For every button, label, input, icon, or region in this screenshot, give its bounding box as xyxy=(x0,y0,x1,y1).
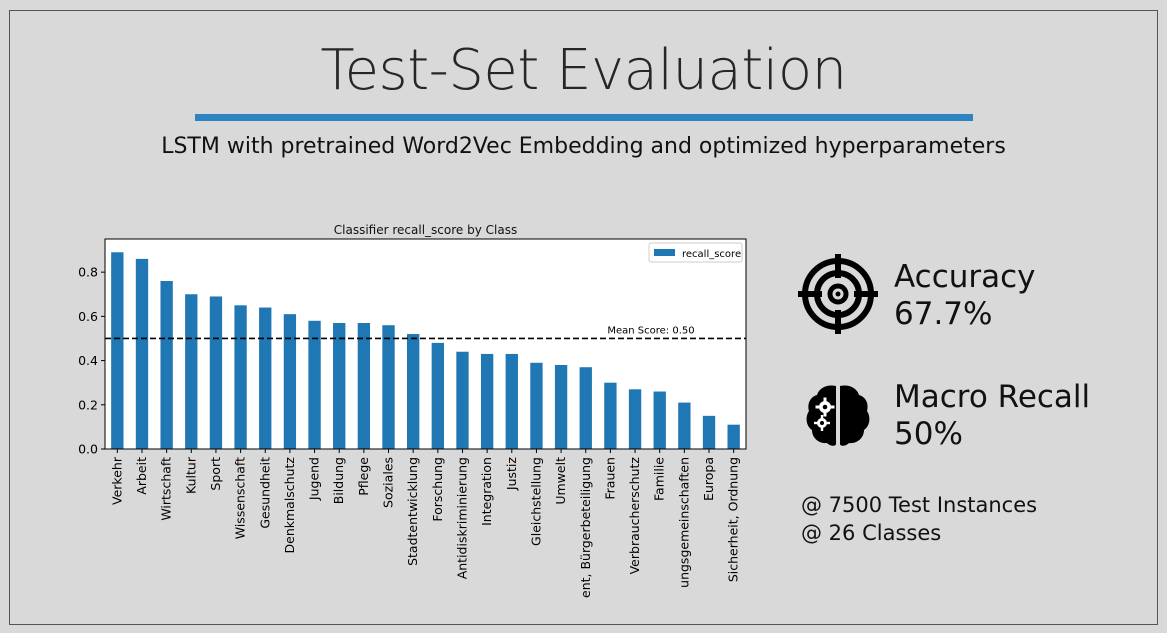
x-tick-labels: Verkehr Arbeit Wirtschaft Kultur Sport Wissen… xyxy=(109,456,740,598)
x-tick-label: Verkehr xyxy=(109,456,124,505)
bar xyxy=(185,294,198,449)
legend-swatch xyxy=(654,249,675,256)
bar xyxy=(135,258,149,449)
bar xyxy=(530,362,543,449)
y-tick-label: 0.4 xyxy=(78,353,98,368)
bar xyxy=(554,365,568,449)
x-tick-label: Jugend xyxy=(307,457,322,501)
bar xyxy=(505,353,518,449)
bar xyxy=(604,382,617,449)
x-tick-label: Frauen xyxy=(602,457,617,500)
x-tick-label: Europa xyxy=(701,457,716,501)
bar xyxy=(382,325,395,449)
y-tick-label: 0.0 xyxy=(78,442,98,457)
bar xyxy=(259,307,272,449)
accuracy-metric: Accuracy 67.7% xyxy=(894,259,1036,333)
bar xyxy=(579,367,592,449)
bar xyxy=(333,323,346,449)
x-tick-label: Arbeit xyxy=(134,457,149,495)
y-tick-label: 0.8 xyxy=(78,265,98,280)
y-tick-label: 0.6 xyxy=(78,309,98,324)
x-tick-label: Justiz xyxy=(504,457,519,491)
x-tick-label: Umwelt xyxy=(553,457,568,505)
chart-title: Classifier recall_score by Class xyxy=(333,223,518,237)
bar xyxy=(209,296,223,449)
bar xyxy=(283,314,297,449)
bar xyxy=(727,424,740,449)
bar xyxy=(111,252,124,449)
x-tick-label: Gleichstellung xyxy=(528,457,543,546)
bar xyxy=(702,415,716,449)
plot-frame xyxy=(104,238,747,450)
bar xyxy=(653,391,666,449)
x-tick-label: Forschung xyxy=(430,457,445,522)
x-tick-label: Soziales xyxy=(381,457,396,508)
x-tick-label: Stadtentwicklung xyxy=(405,457,420,566)
slide-frame xyxy=(9,10,1158,625)
bar xyxy=(357,323,371,449)
x-tick-label: Pflege xyxy=(356,457,371,496)
x-tick-label: Sport xyxy=(208,457,223,491)
accuracy-value: 67.7% xyxy=(894,296,993,332)
bar xyxy=(160,281,173,449)
title-underline xyxy=(195,114,973,121)
x-tick-label: Familie xyxy=(652,457,667,501)
mean-score-label: Mean Score: 0.50 xyxy=(607,325,694,336)
recall-bar-chart: 0.0 0.2 0.4 0.6 0.8 Verkehr Arbeit Wirtschaft Ku… xyxy=(78,238,747,598)
bar xyxy=(431,342,444,449)
macro-recall-label: Macro Recall xyxy=(894,379,1091,415)
macro-recall-metric: Macro Recall 50% xyxy=(894,379,1090,453)
test-instances-text: @ 7500 Test Instances xyxy=(801,493,1038,517)
bar xyxy=(234,305,247,449)
class-count-text: @ 26 Classes xyxy=(801,521,942,545)
slide-title: Test-Set Evaluation xyxy=(320,38,847,103)
x-tick-label: ent, Bürgerbeteiligung xyxy=(578,457,593,598)
x-tick-label: ungsgemeinschaften xyxy=(676,457,691,588)
bar xyxy=(678,402,691,449)
legend-label: recall_score xyxy=(682,249,741,260)
bar xyxy=(308,320,321,449)
slide-subtitle: LSTM with pretrained Word2Vec Embedding … xyxy=(161,134,1006,159)
plot-area xyxy=(105,239,746,449)
accuracy-label: Accuracy xyxy=(894,259,1036,295)
y-tick-label: 0.2 xyxy=(78,397,98,412)
target-crosshair-icon xyxy=(798,254,878,334)
x-tick-label: Gesundheit xyxy=(257,457,272,529)
x-tick-label: Bildung xyxy=(331,457,346,504)
bar xyxy=(628,389,642,449)
brain-gears-icon xyxy=(806,385,870,446)
bar xyxy=(407,334,420,449)
bar xyxy=(456,351,469,449)
x-tick-label: Denkmalschutz xyxy=(282,457,297,554)
x-tick-label: Sicherheit, Ordnung xyxy=(726,457,741,582)
x-tick-label: Integration xyxy=(479,457,494,526)
macro-recall-value: 50% xyxy=(894,416,963,452)
x-tick-label: Wissenschaft xyxy=(233,457,248,539)
x-tick-label: Verbraucherschutz xyxy=(627,457,642,575)
x-tick-label: Kultur xyxy=(183,456,198,494)
bar xyxy=(480,353,494,449)
x-tick-label: Antidiskriminierung xyxy=(454,457,469,579)
x-tick-label: Wirtschaft xyxy=(159,457,174,521)
legend-box xyxy=(648,242,743,263)
